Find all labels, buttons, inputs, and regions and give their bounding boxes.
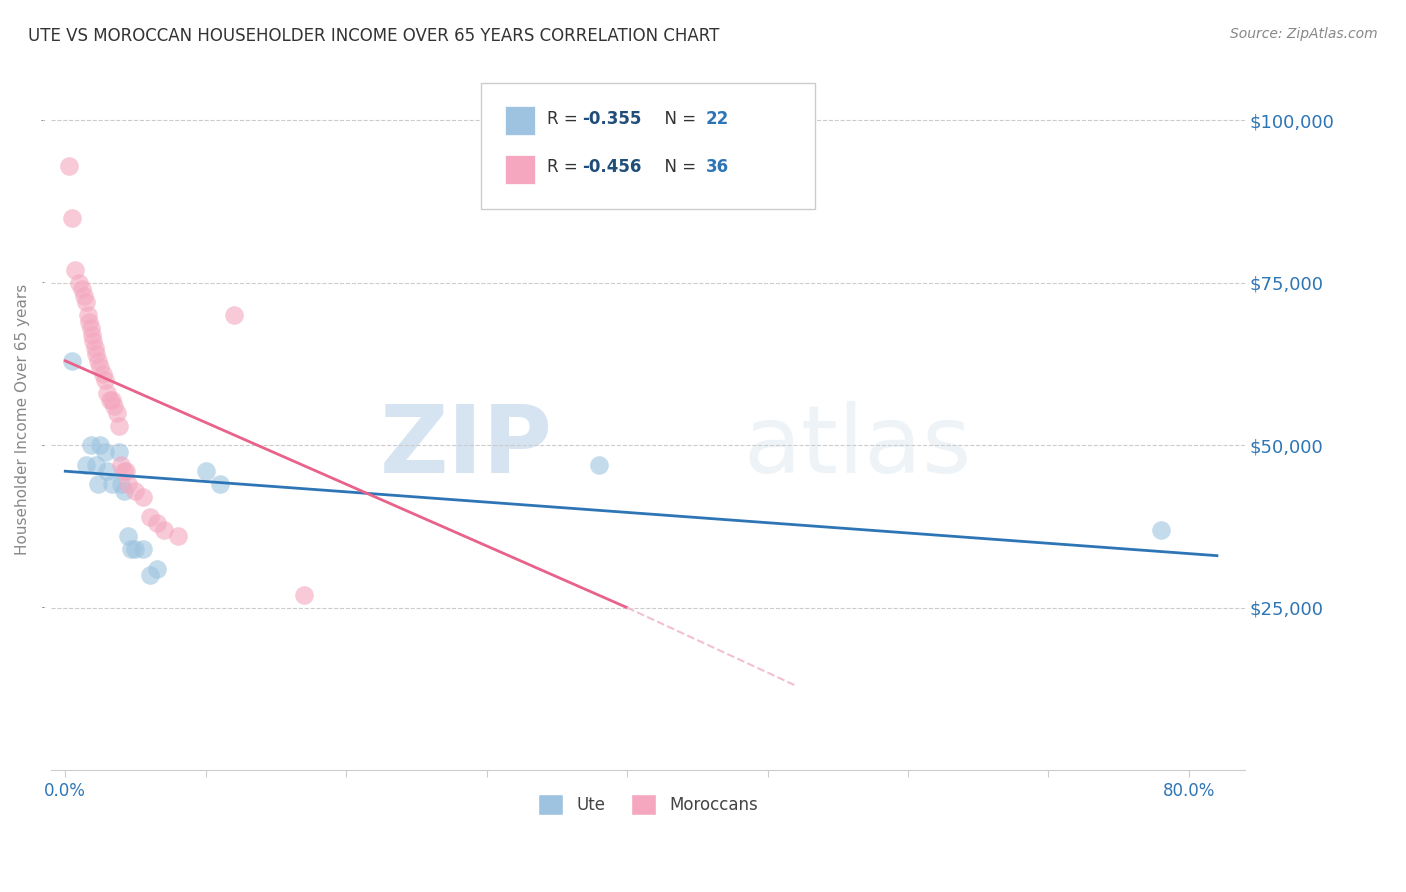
- Point: [124, 483, 146, 498]
- Point: [107, 418, 129, 433]
- Point: [166, 529, 188, 543]
- Point: [120, 542, 142, 557]
- Point: [138, 509, 160, 524]
- Point: [124, 542, 146, 557]
- Point: [138, 568, 160, 582]
- Point: [145, 561, 167, 575]
- Point: [63, 263, 86, 277]
- Point: [79, 321, 101, 335]
- Text: R =: R =: [547, 110, 582, 128]
- Point: [79, 438, 101, 452]
- Point: [93, 444, 115, 458]
- Text: 22: 22: [706, 110, 728, 128]
- Text: ZIP: ZIP: [380, 401, 553, 493]
- Point: [117, 529, 139, 543]
- Point: [67, 276, 90, 290]
- Point: [72, 289, 94, 303]
- Point: [86, 477, 108, 491]
- Point: [91, 367, 114, 381]
- Point: [1150, 523, 1173, 537]
- Point: [76, 309, 98, 323]
- Text: Source: ZipAtlas.com: Source: ZipAtlas.com: [1230, 27, 1378, 41]
- Point: [75, 295, 97, 310]
- Point: [112, 483, 135, 498]
- Point: [152, 523, 174, 537]
- Point: [98, 392, 121, 407]
- Point: [93, 373, 115, 387]
- Point: [114, 464, 136, 478]
- Y-axis label: Householder Income Over 65 years: Householder Income Over 65 years: [15, 284, 30, 555]
- Text: R =: R =: [547, 158, 582, 176]
- Point: [145, 516, 167, 531]
- Legend: Ute, Moroccans: Ute, Moroccans: [529, 784, 768, 825]
- Point: [84, 347, 107, 361]
- Point: [60, 211, 83, 225]
- Point: [110, 477, 132, 491]
- Point: [103, 399, 125, 413]
- Point: [194, 464, 217, 478]
- Point: [82, 334, 104, 349]
- Point: [89, 360, 111, 375]
- Point: [77, 315, 100, 329]
- Point: [60, 353, 83, 368]
- Point: [588, 458, 610, 472]
- Point: [117, 477, 139, 491]
- Point: [58, 159, 80, 173]
- Point: [222, 309, 245, 323]
- Point: [80, 327, 103, 342]
- Text: 36: 36: [706, 158, 728, 176]
- FancyBboxPatch shape: [505, 105, 534, 136]
- Point: [112, 464, 135, 478]
- Point: [110, 458, 132, 472]
- Text: -0.355: -0.355: [582, 110, 641, 128]
- Point: [208, 477, 231, 491]
- Text: N =: N =: [654, 158, 702, 176]
- Point: [131, 490, 153, 504]
- Point: [100, 477, 122, 491]
- Point: [83, 341, 105, 355]
- Point: [96, 464, 118, 478]
- Point: [292, 588, 315, 602]
- Point: [105, 406, 128, 420]
- Point: [86, 353, 108, 368]
- Point: [70, 282, 93, 296]
- FancyBboxPatch shape: [481, 83, 815, 209]
- Point: [131, 542, 153, 557]
- Point: [107, 444, 129, 458]
- FancyBboxPatch shape: [505, 155, 534, 185]
- Text: atlas: atlas: [744, 401, 972, 493]
- Point: [84, 458, 107, 472]
- Text: -0.456: -0.456: [582, 158, 641, 176]
- Point: [96, 386, 118, 401]
- Text: N =: N =: [654, 110, 702, 128]
- Text: UTE VS MOROCCAN HOUSEHOLDER INCOME OVER 65 YEARS CORRELATION CHART: UTE VS MOROCCAN HOUSEHOLDER INCOME OVER …: [28, 27, 720, 45]
- Point: [100, 392, 122, 407]
- Point: [89, 438, 111, 452]
- Point: [75, 458, 97, 472]
